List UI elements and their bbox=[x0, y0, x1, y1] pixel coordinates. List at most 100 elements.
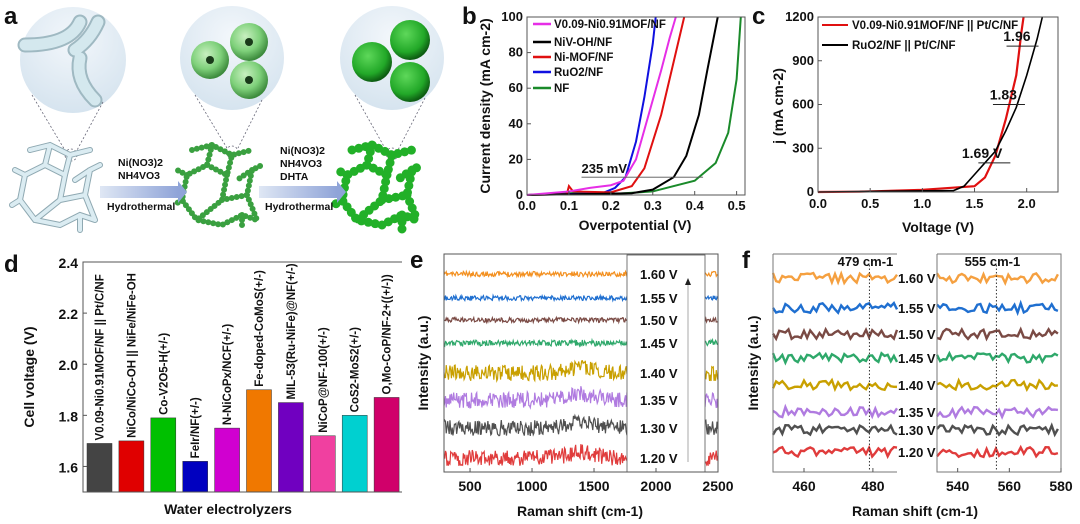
y-tick-label: 20 bbox=[509, 151, 523, 166]
bar-5 bbox=[246, 389, 272, 493]
plot-frame bbox=[443, 253, 719, 473]
spectrum-line-3 bbox=[935, 350, 1059, 365]
potential-label: 1.35 V bbox=[640, 393, 678, 408]
step2-reagent2: NH4VO3 bbox=[280, 158, 322, 170]
x-tick-label: 1000 bbox=[516, 478, 547, 494]
potential-label: 1.35 V bbox=[898, 405, 936, 420]
bar-1 bbox=[118, 440, 145, 493]
bar-label: NiCo/NiCo-OH || NiFe/NiFe-OH bbox=[126, 273, 138, 438]
panel-letter-e: e bbox=[410, 247, 423, 274]
overpotential-annotation: 235 mV bbox=[582, 161, 628, 176]
plot-axes bbox=[772, 254, 897, 473]
bar-4 bbox=[214, 427, 240, 493]
panel-f-chart: f 479 cm-1 460 480 555 cm-1 540 560 580 1.60 V 1.… bbox=[742, 247, 1073, 519]
potential-label: 1.45 V bbox=[898, 351, 936, 366]
bar-2 bbox=[150, 417, 177, 493]
spectrum-line-1 bbox=[772, 300, 899, 315]
x-tick-label: 0.5 bbox=[728, 198, 746, 213]
bar-label: MIL-53(Ru-NiFe)@NF(+/-) bbox=[286, 263, 298, 399]
y-axis-label: Cell voltage (V) bbox=[21, 326, 37, 427]
bar-6 bbox=[278, 402, 304, 493]
x-axis-label: Water electrolyzers bbox=[164, 501, 292, 517]
spectrum-line-6 bbox=[936, 422, 1059, 438]
plot-axes bbox=[82, 261, 402, 493]
bar-label: FeIr/NF(+/-) bbox=[190, 397, 202, 458]
spectrum-line-2 bbox=[936, 326, 1059, 342]
potential-label: 1.60 V bbox=[898, 271, 936, 286]
legend-box bbox=[626, 254, 706, 473]
y-tick-label: 2.4 bbox=[59, 255, 79, 271]
peak-marker-label: 479 cm-1 bbox=[838, 254, 894, 269]
spectrum-line-1 bbox=[936, 299, 1059, 317]
spectrum-line-3 bbox=[771, 351, 899, 366]
x-tick-label: 0.3 bbox=[644, 198, 662, 213]
potential-label: 1.55 V bbox=[640, 291, 678, 306]
spectrum-line-4 bbox=[936, 377, 1058, 393]
x-tick-label: 0.2 bbox=[602, 198, 620, 213]
spectrum-line-7 bbox=[936, 444, 1059, 459]
x-tick-label: 0.4 bbox=[686, 198, 705, 213]
y-tick-label: 1.8 bbox=[59, 408, 79, 424]
potential-label: 1.30 V bbox=[898, 423, 936, 438]
y-tick-label: 80 bbox=[509, 45, 523, 60]
series-line-1 bbox=[526, 16, 719, 196]
x-tick-label: 0.5 bbox=[861, 196, 879, 211]
y-tick-label: 100 bbox=[501, 9, 523, 24]
spectrum-line-6 bbox=[771, 422, 898, 437]
panel-a-schematic: a bbox=[4, 3, 444, 230]
step1-reagent1: Ni(NO3)2 bbox=[118, 157, 163, 169]
dark-green-sphere-icons bbox=[352, 20, 430, 102]
potential-label: 1.50 V bbox=[640, 313, 678, 328]
bar-label: NiCoP@NF-100(+/-) bbox=[318, 327, 330, 433]
y-tick-label: 1.6 bbox=[59, 459, 79, 475]
potential-label: 1.50 V bbox=[898, 327, 936, 342]
spectrum-line-0 bbox=[935, 271, 1059, 287]
bar-0 bbox=[86, 443, 113, 493]
x-tick-label: 2000 bbox=[640, 478, 671, 494]
x-axis-label: Raman shift (cm-1) bbox=[852, 503, 978, 519]
arrow-icon-step2 bbox=[259, 181, 346, 203]
x-axis-label: Raman shift (cm-1) bbox=[517, 503, 643, 519]
spectrum-line-5 bbox=[936, 405, 1059, 420]
bar-3 bbox=[182, 461, 208, 493]
x-axis-label: Voltage (V) bbox=[902, 219, 974, 235]
panel-letter-a: a bbox=[4, 3, 18, 30]
panel-letter-d: d bbox=[4, 251, 19, 278]
series-line-2 bbox=[526, 16, 686, 196]
x-tick-label: 1.0 bbox=[913, 196, 931, 211]
y-axis-label: j (mA cm-2) bbox=[770, 68, 786, 145]
step2-reagent1: Ni(NO3)2 bbox=[280, 145, 325, 157]
arrow-head-icon bbox=[685, 278, 691, 285]
panel-letter-b: b bbox=[462, 3, 477, 30]
legend-label: V0.09-Ni0.91MOF/NF bbox=[554, 19, 666, 31]
potential-label: 1.40 V bbox=[898, 378, 936, 393]
voltage-annotation: 1.69 V bbox=[962, 145, 1003, 161]
panel-letter-f: f bbox=[742, 247, 751, 274]
step1-method: Hydrothermal bbox=[107, 201, 175, 213]
x-tick-label: 2500 bbox=[702, 478, 733, 494]
x-tick-label: 540 bbox=[946, 478, 970, 494]
x-tick-label: 1.5 bbox=[965, 196, 983, 211]
x-tick-label: 0.0 bbox=[518, 198, 536, 213]
bar-9 bbox=[373, 397, 400, 493]
mof-network-icon bbox=[174, 145, 262, 230]
legend-label: RuO2/NF || Pt/C/NF bbox=[852, 40, 956, 52]
x-tick-label: 500 bbox=[458, 478, 482, 494]
y-tick-label: 60 bbox=[509, 80, 523, 95]
bar-label: Fe-doped-CoMoS(+/-) bbox=[254, 270, 266, 387]
spectrum-line-0 bbox=[771, 270, 898, 286]
y-tick-label: 40 bbox=[509, 116, 523, 131]
step2-reagent3: DHTA bbox=[280, 171, 309, 183]
potential-label: 1.20 V bbox=[898, 445, 936, 460]
final-network-icon bbox=[334, 145, 422, 230]
bar-7 bbox=[310, 435, 336, 493]
x-tick-label: 480 bbox=[861, 478, 885, 494]
arrow-icon-step1 bbox=[100, 181, 187, 203]
legend-label: RuO2/NF bbox=[554, 67, 603, 79]
x-tick-label: 0.0 bbox=[809, 196, 827, 211]
potential-label: 1.55 V bbox=[898, 301, 936, 316]
potential-label: 1.20 V bbox=[640, 451, 678, 466]
y-tick-label: 300 bbox=[792, 140, 814, 155]
potential-label: 1.30 V bbox=[640, 421, 678, 436]
